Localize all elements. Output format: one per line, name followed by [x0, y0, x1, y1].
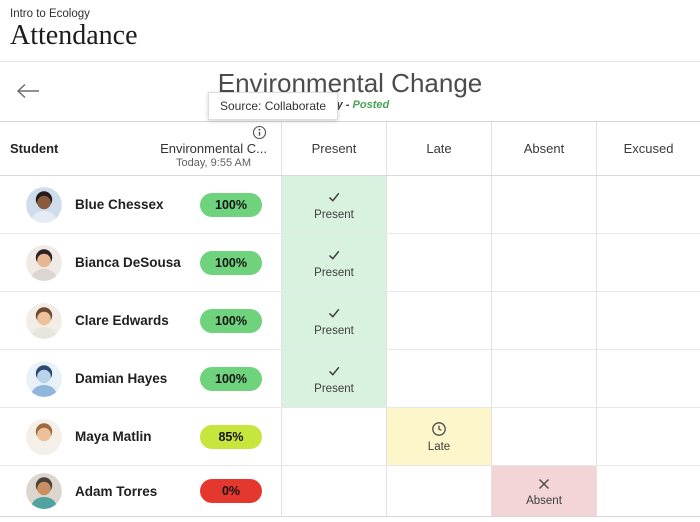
student-name: Adam Torres [75, 483, 158, 499]
score-badge: 100% [200, 308, 262, 333]
mark-cell-absent[interactable] [491, 408, 596, 465]
column-header-present: Present [281, 122, 386, 175]
mark-label: Present [314, 208, 354, 221]
student-cell: Bianca DeSousa 100% [0, 234, 281, 291]
attendance-rows: Blue Chessex 100% Present Bianca De [0, 176, 700, 517]
mark-cell-late[interactable]: Late [386, 408, 491, 465]
mark-label: Present [314, 266, 354, 279]
table-row: Adam Torres 0% Absent [0, 466, 700, 517]
app-header: Intro to Ecology Attendance [0, 0, 700, 62]
meeting-bar: Environmental Change Today - Posted Sour… [0, 62, 700, 122]
clock-icon [431, 421, 447, 438]
avatar [26, 302, 62, 339]
back-button[interactable] [13, 82, 43, 102]
student-name: Clare Edwards [75, 313, 169, 328]
table-row: Damian Hayes 100% Present [0, 350, 700, 408]
mark-cell-absent[interactable] [491, 234, 596, 291]
student-name: Bianca DeSousa [75, 255, 181, 270]
mark-cell-late[interactable] [386, 234, 491, 291]
info-icon[interactable] [252, 125, 267, 140]
student-name: Blue Chessex [75, 197, 164, 212]
mark-cell-present[interactable] [281, 466, 386, 516]
score-badge: 0% [200, 479, 262, 503]
table-row: Maya Matlin 85% Late [0, 408, 700, 466]
score-badge: 85% [200, 424, 262, 449]
mark-cell-present[interactable]: Present [281, 350, 386, 407]
student-cell: Clare Edwards 100% [0, 292, 281, 349]
mark-label: Absent [526, 495, 562, 507]
mark-cell-absent[interactable]: Absent [491, 466, 596, 516]
table-header: Student Environmental C... Today, 9:55 A… [0, 122, 700, 176]
mark-cell-excused[interactable] [596, 292, 700, 349]
table-row: Blue Chessex 100% Present [0, 176, 700, 234]
avatar [26, 473, 62, 509]
mark-cell-late[interactable] [386, 466, 491, 516]
check-icon [326, 305, 342, 322]
mark-cell-excused[interactable] [596, 234, 700, 291]
course-label: Intro to Ecology [10, 8, 90, 20]
mark-label: Late [427, 440, 451, 453]
mark-cell-late[interactable] [386, 350, 491, 407]
meeting-title: Environmental Change [217, 68, 483, 98]
mark-cell-present[interactable]: Present [281, 234, 386, 291]
page-title: Attendance [10, 20, 138, 51]
student-cell: Damian Hayes 100% [0, 350, 281, 407]
mark-cell-absent[interactable] [491, 292, 596, 349]
mark-cell-absent[interactable] [491, 350, 596, 407]
session-column-header: Environmental C... Today, 9:55 AM [135, 122, 281, 175]
check-icon [326, 247, 342, 264]
avatar [26, 244, 62, 281]
student-name: Maya Matlin [75, 429, 152, 444]
meeting-header: Environmental Change Today - Posted [0, 62, 700, 111]
column-header-late: Late [386, 122, 491, 175]
mark-cell-excused[interactable] [596, 176, 700, 233]
column-header-absent: Absent [491, 122, 596, 175]
mark-cell-excused[interactable] [596, 466, 700, 516]
mark-label: Present [314, 382, 354, 395]
table-row: Bianca DeSousa 100% Present [0, 234, 700, 292]
mark-cell-absent[interactable] [491, 176, 596, 233]
mark-label: Present [314, 324, 354, 337]
check-icon [326, 363, 342, 380]
avatar [26, 186, 62, 223]
source-tooltip: Source: Collaborate [208, 92, 339, 120]
table-row: Clare Edwards 100% Present [0, 292, 700, 350]
mark-cell-present[interactable]: Present [281, 176, 386, 233]
session-name: Environmental C... [160, 141, 267, 156]
score-badge: 100% [200, 366, 262, 391]
mark-cell-present[interactable] [281, 408, 386, 465]
mark-cell-late[interactable] [386, 176, 491, 233]
column-header-excused: Excused [596, 122, 700, 175]
posted-label: Posted [352, 98, 390, 111]
back-arrow-icon [15, 83, 41, 103]
mark-cell-excused[interactable] [596, 350, 700, 407]
meeting-status: Today - Posted [0, 99, 700, 111]
session-header-text: Environmental C... Today, 9:55 AM [160, 141, 267, 169]
session-time: Today, 9:55 AM [176, 157, 252, 169]
student-cell: Adam Torres 0% [0, 466, 281, 516]
mark-cell-late[interactable] [386, 292, 491, 349]
score-badge: 100% [200, 192, 262, 217]
mark-cell-excused[interactable] [596, 408, 700, 465]
student-cell: Maya Matlin 85% [0, 408, 281, 465]
check-icon [326, 189, 342, 206]
student-name: Damian Hayes [75, 371, 168, 386]
student-column-header: Student [10, 141, 59, 156]
x-icon [537, 475, 551, 492]
student-cell: Blue Chessex 100% [0, 176, 281, 233]
avatar [26, 418, 62, 455]
mark-cell-present[interactable]: Present [281, 292, 386, 349]
score-badge: 100% [200, 250, 262, 275]
avatar [26, 360, 62, 397]
